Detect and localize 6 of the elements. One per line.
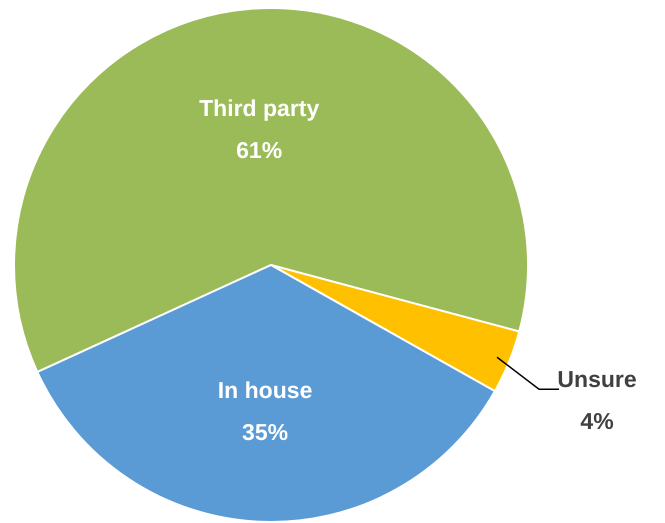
slice-label: Unsure bbox=[557, 366, 637, 392]
data-label: 35% bbox=[242, 419, 288, 446]
slice-label: In house bbox=[218, 377, 312, 404]
data-label: 61% bbox=[236, 137, 282, 164]
data-label: 4% bbox=[580, 408, 614, 434]
slice-label: Third party bbox=[199, 95, 320, 122]
